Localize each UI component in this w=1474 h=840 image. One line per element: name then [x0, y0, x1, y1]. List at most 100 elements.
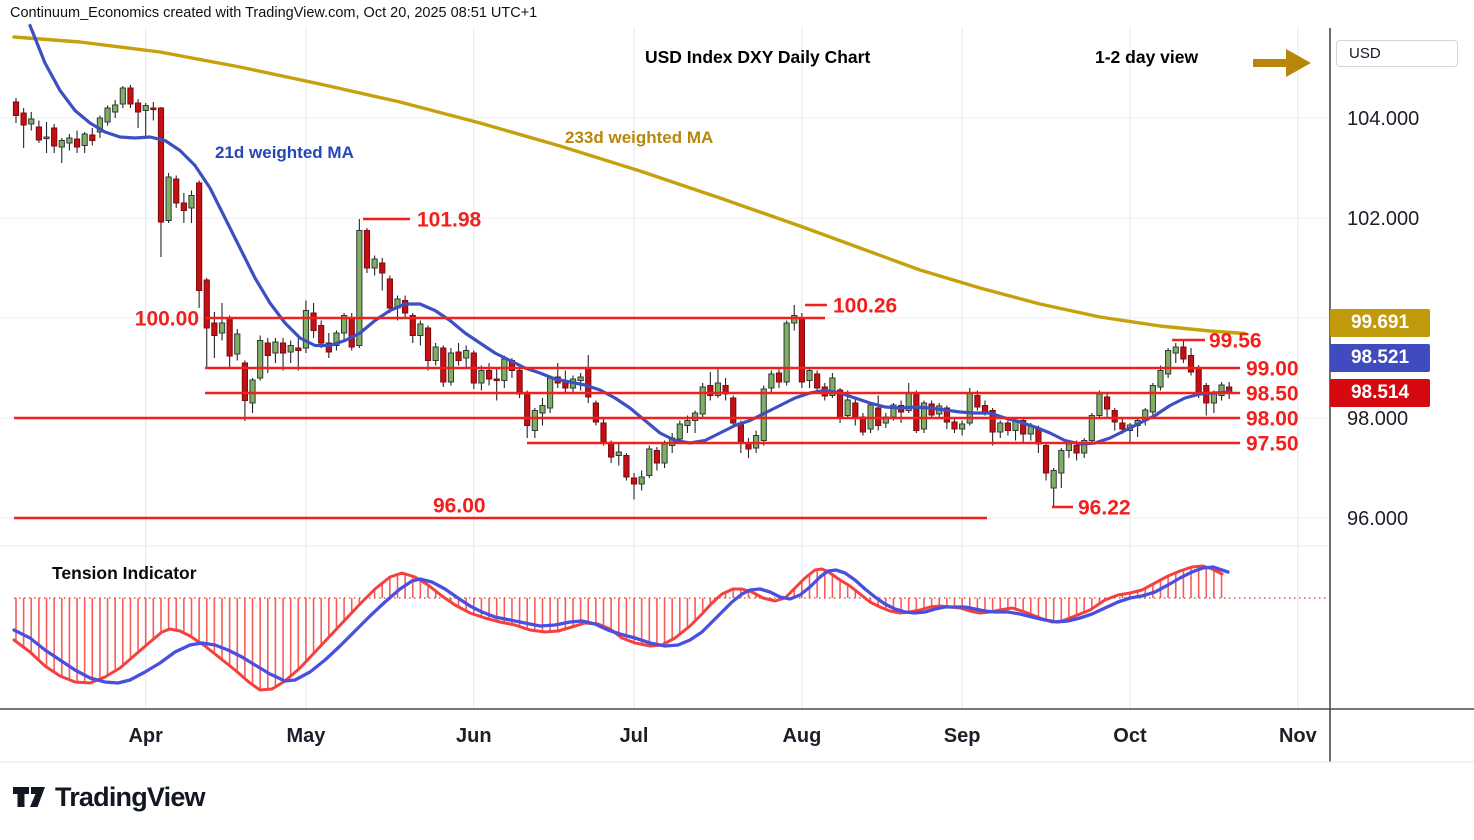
candle	[157, 107, 165, 257]
candle	[524, 390, 531, 438]
sr-label: 97.50	[1246, 433, 1299, 456]
candle	[730, 395, 737, 426]
candle-body	[707, 385, 714, 396]
candle-body	[1157, 370, 1164, 388]
candle	[112, 100, 119, 118]
candle	[997, 420, 1004, 438]
candle-body	[310, 312, 317, 331]
candle-body	[348, 317, 355, 348]
candle	[241, 360, 249, 421]
candle	[51, 124, 58, 153]
candle-body	[1065, 443, 1073, 451]
candle-body	[241, 362, 249, 401]
candle	[455, 343, 462, 366]
candle-body	[768, 373, 775, 389]
candle-body	[1050, 470, 1057, 489]
candle	[691, 410, 699, 433]
time-axis[interactable]: Apr May Jun Jul Aug Sep Oct Nov	[128, 725, 1317, 747]
candle-body	[699, 386, 706, 415]
candle	[1172, 343, 1179, 363]
price-label: 104.000	[1347, 108, 1419, 130]
candle	[379, 258, 386, 291]
tradingview-logo[interactable]: TradingView	[12, 780, 206, 814]
candle-body	[638, 476, 645, 485]
candle-body	[1020, 420, 1027, 435]
candle-body	[1111, 410, 1118, 423]
candle-body	[180, 202, 187, 211]
candle-body	[249, 379, 256, 404]
candle	[386, 275, 393, 313]
candle	[1165, 348, 1172, 378]
candle	[356, 219, 363, 348]
candle	[1081, 438, 1088, 458]
candle	[28, 112, 35, 131]
candle-body	[203, 279, 210, 329]
candle	[12, 98, 20, 123]
candle-body	[35, 126, 42, 141]
candle-body	[775, 372, 783, 383]
candle	[1187, 348, 1195, 376]
candle	[234, 329, 241, 361]
ma-233d-line	[12, 35, 1247, 336]
candle	[814, 370, 821, 393]
candle-body	[218, 322, 226, 334]
candle	[630, 473, 638, 500]
candle-body	[524, 392, 531, 426]
month-label: Apr	[128, 725, 163, 747]
candle	[806, 368, 813, 388]
candle-body	[363, 230, 371, 269]
sr-label: 96.22	[1078, 497, 1131, 520]
candle-body	[173, 178, 180, 204]
candle-body	[1096, 393, 1103, 416]
candle	[1058, 448, 1065, 488]
candle	[638, 470, 645, 491]
candle	[150, 102, 157, 121]
candle	[585, 355, 592, 403]
candle	[73, 130, 81, 153]
candle-body	[356, 230, 363, 346]
candle-body	[463, 350, 470, 359]
candle	[119, 86, 126, 108]
price-label: 98.000	[1347, 408, 1408, 430]
candle	[173, 175, 180, 208]
candle-body	[196, 182, 203, 291]
candle	[96, 115, 104, 138]
attribution-text: Continuum_Economics created with Trading…	[10, 5, 538, 21]
candle-body	[981, 405, 989, 413]
tradingview-logo-icon	[13, 787, 45, 807]
candle	[180, 193, 187, 223]
candle	[485, 363, 493, 386]
candle-body	[478, 370, 485, 384]
candle-body	[379, 262, 386, 274]
candle	[531, 408, 538, 438]
sr-label: 99.56	[1209, 330, 1262, 353]
candle	[1203, 383, 1210, 416]
ma-21d-line	[28, 23, 1232, 446]
candle-body	[279, 342, 287, 354]
candle	[646, 445, 653, 478]
candle-body	[81, 133, 88, 146]
month-label: May	[286, 725, 326, 747]
currency-button[interactable]: USD	[1336, 40, 1458, 67]
candle	[287, 340, 294, 363]
candle-body	[783, 322, 790, 383]
candle	[211, 312, 218, 358]
candle-body	[501, 358, 508, 381]
candle	[1149, 383, 1156, 416]
candle	[707, 372, 714, 401]
month-label: Jun	[456, 725, 492, 747]
candle	[661, 440, 668, 468]
candle	[134, 99, 142, 128]
candle	[798, 313, 805, 388]
candle-body	[104, 107, 111, 123]
candle-body	[112, 104, 119, 113]
candle	[1050, 468, 1057, 507]
candle	[203, 278, 210, 367]
candle	[188, 190, 195, 223]
sr-label: 100.00	[135, 308, 199, 331]
candle-body	[432, 346, 439, 361]
candle-body	[127, 87, 134, 105]
candle	[676, 420, 683, 443]
candle-body	[402, 300, 409, 314]
